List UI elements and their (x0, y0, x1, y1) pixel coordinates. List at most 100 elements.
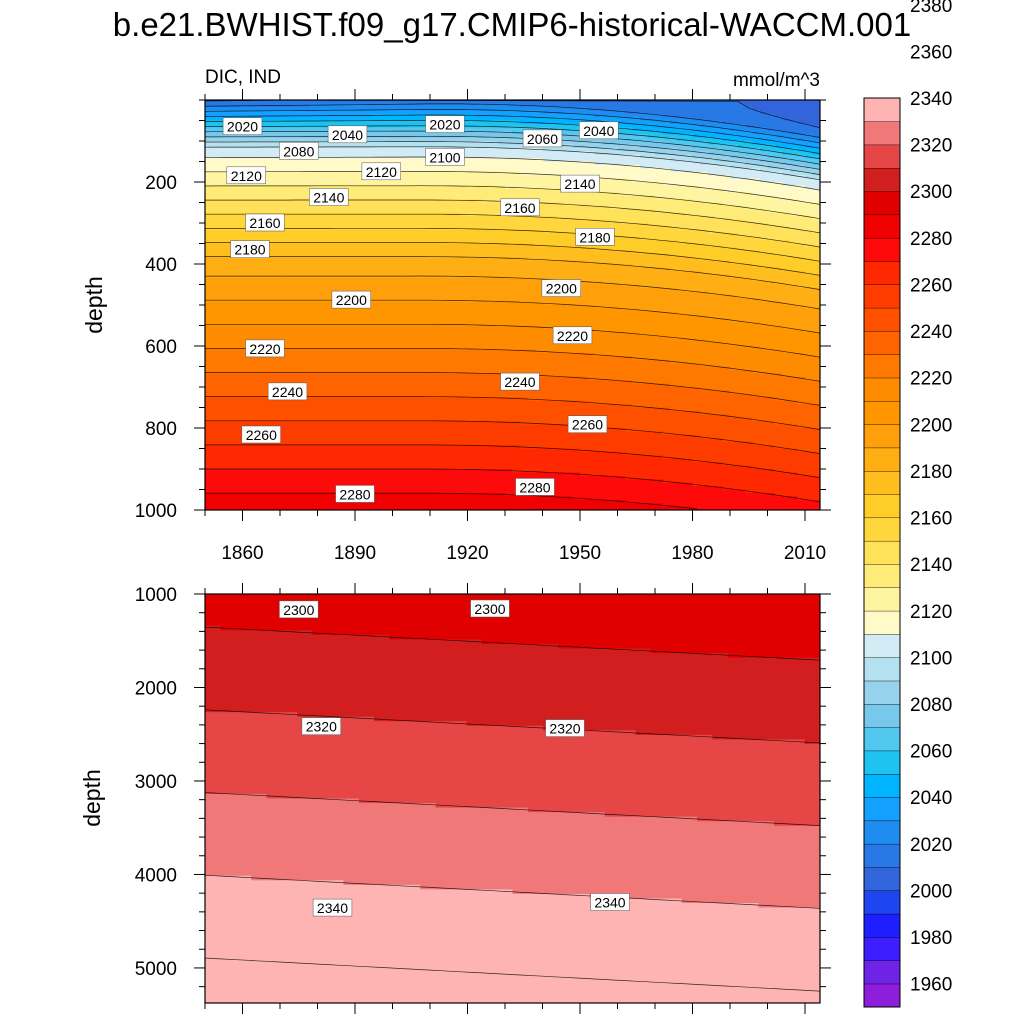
upper-cell (317, 216, 326, 221)
upper-cell (257, 113, 266, 118)
upper-cell (460, 223, 469, 228)
upper-cell (625, 298, 634, 303)
upper-cell (407, 260, 416, 265)
upper-cell (715, 212, 724, 217)
upper-cell (445, 257, 454, 262)
upper-cell (685, 246, 694, 251)
upper-cell (707, 100, 716, 105)
upper-cell (557, 110, 566, 115)
upper-cell (280, 202, 289, 207)
upper-cell (355, 260, 364, 265)
upper-cell (655, 182, 664, 187)
upper-cell (460, 287, 469, 292)
upper-cell (700, 246, 709, 251)
upper-cell (332, 253, 341, 258)
upper-cell (280, 205, 289, 210)
upper-cell (565, 223, 574, 228)
upper-cell (760, 246, 769, 251)
upper-cell (505, 110, 514, 115)
upper-cell (407, 250, 416, 255)
upper-cell (752, 257, 761, 262)
upper-cell (400, 301, 409, 306)
upper-cell (542, 209, 551, 214)
upper-cell (220, 154, 229, 159)
upper-cell (550, 161, 559, 166)
upper-cell (565, 243, 574, 248)
upper-cell (287, 233, 296, 238)
upper-cell (512, 291, 521, 296)
upper-cell (722, 240, 731, 245)
upper-cell (325, 205, 334, 210)
upper-cell (805, 113, 814, 118)
upper-cell (497, 178, 506, 183)
upper-cell (752, 233, 761, 238)
upper-cell (235, 192, 244, 197)
upper-cell (452, 110, 461, 115)
upper-cell (692, 243, 701, 248)
upper-cell (227, 277, 236, 282)
upper-cell (505, 117, 514, 122)
upper-cell (482, 298, 491, 303)
upper-cell (625, 243, 634, 248)
upper-cell (730, 130, 739, 135)
upper-cell (775, 219, 784, 224)
upper-cell (272, 287, 281, 292)
upper-cell (242, 287, 251, 292)
upper-cell (212, 168, 221, 173)
upper-cell (250, 151, 259, 156)
upper-cell (332, 284, 341, 289)
upper-cell (362, 188, 371, 193)
upper-cell (730, 113, 739, 118)
upper-cell (572, 106, 581, 111)
upper-cell (422, 294, 431, 299)
upper-cell (752, 260, 761, 265)
upper-cell (460, 106, 469, 111)
upper-cell (287, 212, 296, 217)
upper-cell (610, 264, 619, 269)
upper-cell (220, 267, 229, 272)
upper-cell (812, 243, 820, 248)
upper-cell (542, 154, 551, 159)
upper-cell (677, 134, 686, 139)
upper-cell (362, 216, 371, 221)
upper-cell (460, 195, 469, 200)
upper-cell (415, 185, 424, 190)
upper-cell (625, 264, 634, 269)
upper-cell (722, 305, 731, 310)
upper-cell (242, 100, 251, 105)
upper-cell (370, 270, 379, 275)
upper-cell (542, 260, 551, 265)
upper-cell (437, 281, 446, 286)
upper-cell (265, 236, 274, 241)
upper-cell (362, 257, 371, 262)
upper-cell (302, 270, 311, 275)
upper-cell (422, 233, 431, 238)
upper-cell (662, 212, 671, 217)
upper-cell (692, 147, 701, 152)
upper-cell (535, 185, 544, 190)
upper-cell (475, 240, 484, 245)
upper-cell (490, 117, 499, 122)
upper-cell (437, 141, 446, 146)
upper-cell (370, 294, 379, 299)
upper-cell (347, 100, 356, 105)
upper-cell (655, 240, 664, 245)
upper-cell (220, 257, 229, 262)
upper-cell (332, 185, 341, 190)
upper-cell (280, 243, 289, 248)
upper-cell (587, 277, 596, 282)
upper-cell (310, 246, 319, 251)
upper-cell (632, 130, 641, 135)
upper-cell (325, 154, 334, 159)
upper-cell (730, 134, 739, 139)
upper-cell (445, 281, 454, 286)
upper-cell (302, 219, 311, 224)
upper-cell (775, 277, 784, 282)
upper-cell (317, 284, 326, 289)
upper-cell (467, 257, 476, 262)
upper-cell (670, 144, 679, 149)
upper-cell (745, 246, 754, 251)
upper-cell (310, 284, 319, 289)
upper-cell (437, 192, 446, 197)
upper-cell (805, 294, 814, 299)
